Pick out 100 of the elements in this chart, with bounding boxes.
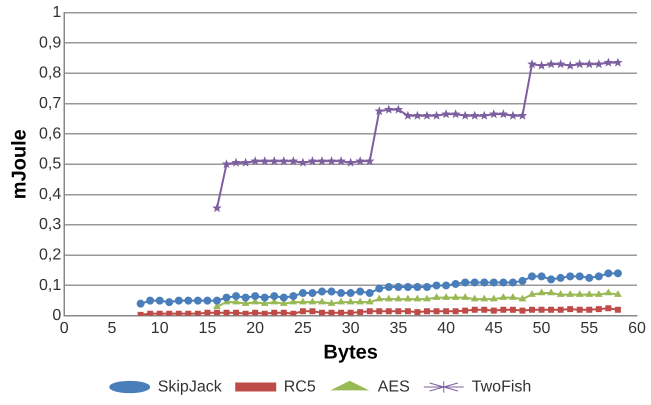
y-tick-label: 0,6 xyxy=(38,125,62,142)
point xyxy=(604,289,612,296)
point xyxy=(242,294,250,302)
point xyxy=(413,282,422,291)
x-tick-label: 55 xyxy=(580,320,598,337)
point xyxy=(308,289,316,298)
point xyxy=(222,294,231,302)
point xyxy=(290,310,296,316)
point xyxy=(460,110,470,120)
point xyxy=(262,310,268,316)
x-tick-label: 25 xyxy=(294,320,312,337)
point xyxy=(566,290,574,297)
x-tick-label: 15 xyxy=(198,320,216,337)
point xyxy=(536,60,546,70)
legend-label: AES xyxy=(378,378,410,396)
point xyxy=(240,158,250,167)
point xyxy=(558,306,564,313)
point xyxy=(299,298,306,304)
point xyxy=(546,59,556,68)
point xyxy=(270,156,280,166)
point xyxy=(605,305,612,312)
point xyxy=(480,110,490,120)
point xyxy=(356,288,364,296)
point xyxy=(509,294,516,300)
point xyxy=(376,295,383,302)
point xyxy=(203,296,212,305)
point xyxy=(224,310,230,316)
point xyxy=(384,282,393,291)
point xyxy=(156,296,164,305)
point xyxy=(348,310,354,316)
point xyxy=(470,110,480,120)
point xyxy=(434,308,440,314)
y-tick-label: 0,3 xyxy=(38,216,62,234)
point xyxy=(462,294,469,300)
point xyxy=(462,308,468,314)
point xyxy=(251,292,260,300)
point xyxy=(422,110,432,120)
point xyxy=(432,281,441,290)
point xyxy=(519,308,526,314)
point xyxy=(174,296,183,305)
point xyxy=(212,296,221,305)
point xyxy=(548,289,555,296)
point xyxy=(404,282,412,291)
point xyxy=(222,159,232,168)
legend-label: SkipJack xyxy=(158,378,223,396)
point xyxy=(366,308,373,314)
point xyxy=(366,298,374,304)
point xyxy=(518,110,528,120)
point xyxy=(556,59,566,68)
point xyxy=(594,59,604,68)
point xyxy=(270,292,278,300)
point xyxy=(328,288,336,296)
x-tick-label: 45 xyxy=(484,320,503,337)
point xyxy=(556,274,565,282)
point xyxy=(528,290,536,297)
y-tick-label: 0,1 xyxy=(38,276,62,294)
point xyxy=(490,278,498,286)
point xyxy=(347,298,354,304)
point xyxy=(565,60,575,70)
point xyxy=(328,300,336,306)
point xyxy=(326,156,336,166)
point xyxy=(166,310,172,316)
point xyxy=(165,298,174,306)
point xyxy=(472,306,478,313)
point xyxy=(185,310,192,316)
point xyxy=(298,289,307,298)
point xyxy=(566,272,574,280)
point xyxy=(394,104,404,114)
y-tick-label: 0,8 xyxy=(38,64,62,82)
point xyxy=(557,290,564,297)
point xyxy=(250,156,260,166)
x-tick-label: 50 xyxy=(532,320,551,337)
point xyxy=(375,284,384,293)
point xyxy=(136,300,145,308)
point xyxy=(404,308,411,314)
y-tick-label: 0,5 xyxy=(38,156,62,173)
point xyxy=(586,290,593,297)
point xyxy=(613,58,623,67)
point xyxy=(336,156,346,166)
point xyxy=(471,295,478,302)
point xyxy=(508,278,517,286)
point xyxy=(212,203,222,212)
point xyxy=(499,278,508,286)
point xyxy=(604,269,612,278)
x-tick-label: 40 xyxy=(437,320,456,337)
point xyxy=(395,308,402,314)
point xyxy=(404,295,412,302)
point xyxy=(414,295,421,302)
x-tick-label: 30 xyxy=(342,320,360,337)
point xyxy=(338,310,344,316)
point xyxy=(547,275,556,284)
point xyxy=(500,306,506,313)
point xyxy=(357,309,364,316)
x-axis-title: Bytes xyxy=(323,342,378,364)
point xyxy=(452,280,460,288)
point xyxy=(567,306,574,312)
point xyxy=(280,294,288,302)
point xyxy=(280,310,287,316)
point xyxy=(480,278,488,286)
legend-label: TwoFish xyxy=(472,378,532,396)
